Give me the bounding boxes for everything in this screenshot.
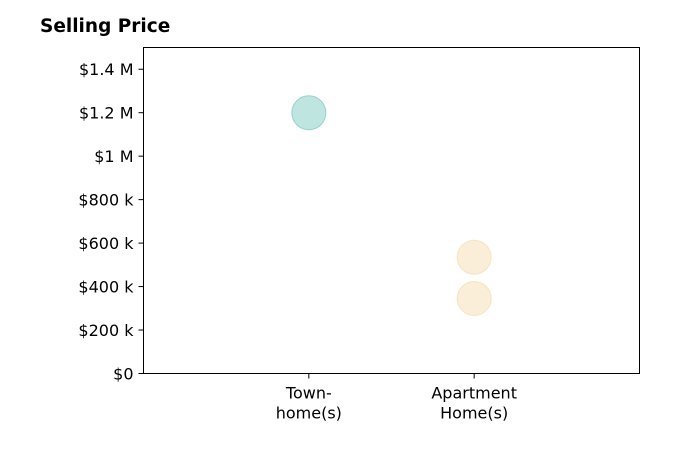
chart-title: Selling Price	[40, 16, 171, 37]
data-point	[456, 239, 492, 275]
y-tick-label: $1 M	[94, 147, 133, 166]
y-tick-label: $800 k	[78, 191, 134, 210]
data-point	[456, 281, 492, 317]
x-tick-label: Town-home(s)	[276, 384, 342, 423]
x-tick-label: Apartment Home(s)	[431, 384, 517, 423]
y-axis: $0 $200 k $400 k $600 k $800 k $1 M $1.2 M $1.4…	[78, 60, 144, 384]
data-point	[291, 95, 327, 131]
y-tick-label: $200 k	[78, 321, 134, 340]
plot-frame	[143, 47, 640, 374]
x-axis: Town-home(s) Apartment Home(s)	[276, 373, 517, 423]
y-tick-label: $600 k	[78, 234, 134, 253]
y-tick-label: $1.2 M	[79, 104, 134, 123]
y-tick-label: $400 k	[78, 278, 134, 297]
data-points	[291, 95, 492, 317]
y-tick-label: $0	[113, 365, 133, 384]
y-tick-label: $1.4 M	[79, 60, 134, 79]
